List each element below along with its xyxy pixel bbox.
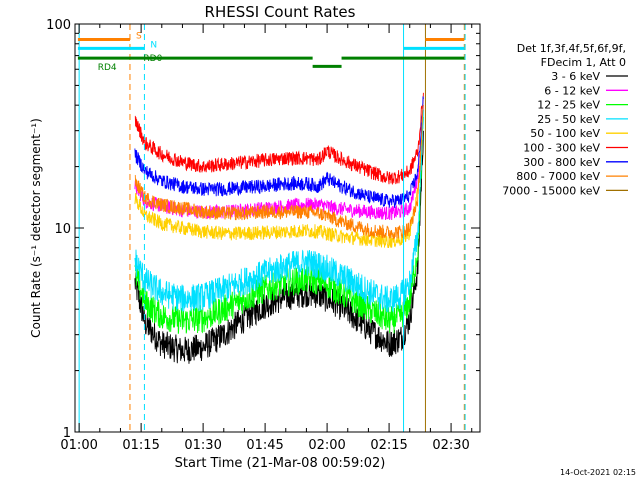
y-tick-label-1: 10 <box>54 222 71 237</box>
series-line-5 <box>134 92 424 185</box>
series-line-7 <box>134 105 424 240</box>
legend-header-line-0: Det 1f,3f,4f,5f,6f,9f, <box>517 42 626 55</box>
x-tick-label-2: 01:30 <box>184 438 221 453</box>
series-curves <box>134 92 424 364</box>
legend-entry-5: 100 - 300 keV <box>523 142 600 155</box>
state-label-n: N <box>150 40 157 50</box>
series-line-4 <box>134 105 424 249</box>
x-tick-label-6: 02:30 <box>432 438 469 453</box>
attenuator-state-bars: SN RD0 RD4 <box>77 31 465 73</box>
state-label-s: S <box>136 31 142 41</box>
y-tick-label-2: 100 <box>46 18 71 33</box>
state-label-rd4: RD4 <box>98 63 117 73</box>
x-tick-label-0: 01:00 <box>60 438 97 453</box>
footer-timestamp: 14-Oct-2021 02:15 <box>560 468 636 477</box>
legend-entry-8: 7000 - 15000 keV <box>502 184 600 197</box>
y-axis-ticks: 1 10 100 <box>46 18 480 441</box>
y-axis-label: Count Rate (s⁻¹ detector segment⁻¹) <box>29 118 43 338</box>
legend-entry-1: 6 - 12 keV <box>544 84 600 97</box>
legend-entry-2: 12 - 25 keV <box>537 99 600 112</box>
legend-entry-0: 3 - 6 keV <box>551 70 600 83</box>
legend-entry-4: 50 - 100 keV <box>530 127 600 140</box>
x-axis-ticks: 01:00 01:15 01:30 01:45 02:00 02:15 02:30 <box>60 24 473 453</box>
x-tick-label-4: 02:00 <box>308 438 345 453</box>
x-axis-label: Start Time (21-Mar-08 00:59:02) <box>175 456 386 471</box>
state-label-rd0: RD0 <box>143 54 162 64</box>
x-tick-label-1: 01:15 <box>122 438 159 453</box>
y-tick-label-0: 1 <box>63 426 71 441</box>
series-line-6 <box>134 96 424 208</box>
legend-header-line-1: FDecim 1, Att 0 <box>541 56 626 69</box>
x-tick-label-3: 01:45 <box>246 438 283 453</box>
legend: Det 1f,3f,4f,5f,6f,9f,FDecim 1, Att 03 -… <box>502 42 628 197</box>
x-tick-label-5: 02:15 <box>370 438 407 453</box>
legend-entry-7: 800 - 7000 keV <box>516 170 600 183</box>
legend-entry-3: 25 - 50 keV <box>537 113 600 126</box>
legend-entry-6: 300 - 800 keV <box>523 156 600 169</box>
chart-title: RHESSI Count Rates <box>205 3 356 21</box>
series-line-3 <box>134 109 424 313</box>
